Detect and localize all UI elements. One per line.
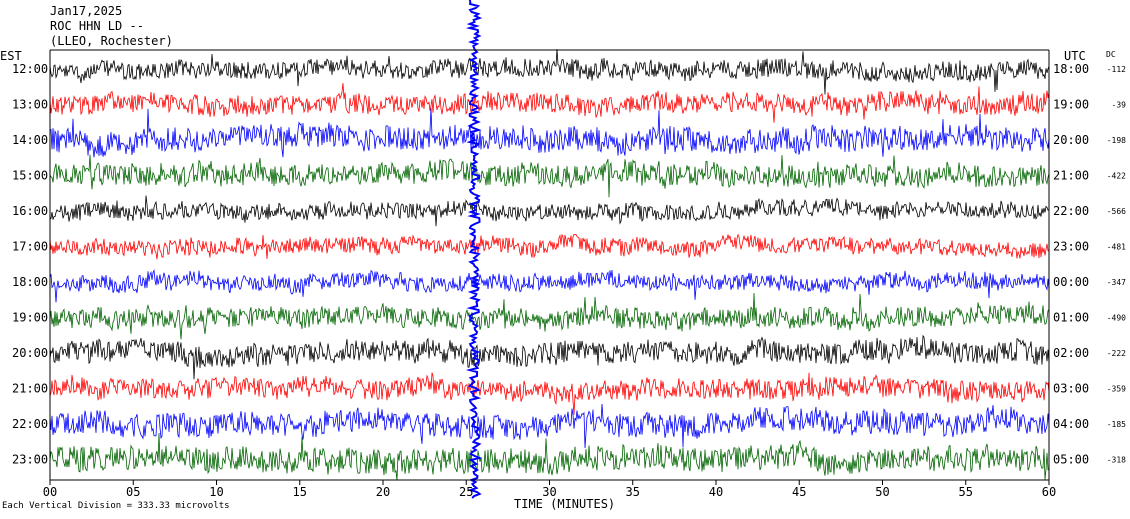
x-tick-label: 25: [459, 485, 473, 499]
dc-value: -318: [1107, 456, 1126, 465]
trace-row-10: [49, 372, 1050, 415]
x-tick-label: 15: [293, 485, 307, 499]
x-tick-label: 30: [542, 485, 556, 499]
trace-row-2: [49, 83, 1050, 123]
dc-value: -185: [1107, 420, 1126, 429]
utc-label: 02:00: [1053, 346, 1089, 360]
utc-label: 19:00: [1053, 98, 1089, 112]
est-label: 22:00: [12, 417, 48, 431]
est-label: 21:00: [12, 382, 48, 396]
est-label: 16:00: [12, 204, 48, 218]
est-label: 23:00: [12, 453, 48, 467]
est-label: 17:00: [12, 240, 48, 254]
trace-row-11: [49, 403, 1050, 449]
est-time-labels: 12:00 13:00 14:00 15:00 16:00 17:00 18:00 19:00…: [12, 62, 48, 467]
trace-row-9: [49, 334, 1050, 380]
dc-value: -422: [1107, 172, 1126, 181]
est-label: 12:00: [12, 62, 48, 76]
event-burst-trace: [465, 0, 483, 499]
x-axis-title: TIME (MINUTES): [514, 497, 615, 511]
est-axis-label: EST: [0, 49, 22, 63]
x-tick-label: 45: [792, 485, 806, 499]
trace-row-12: [49, 432, 1050, 481]
x-tick-label: 35: [626, 485, 640, 499]
trace-row-5: [49, 195, 1050, 227]
est-label: 20:00: [12, 346, 48, 360]
utc-label: 22:00: [1053, 204, 1089, 218]
vertical-division-note: Each Vertical Division = 333.33 microvol…: [2, 501, 230, 511]
utc-label: 00:00: [1053, 275, 1089, 289]
x-tick-label: 00: [43, 485, 57, 499]
dc-value: -198: [1107, 136, 1126, 145]
dc-value: -112: [1107, 65, 1126, 74]
utc-time-labels: 18:00 19:00 20:00 21:00 22:00 23:00 00:00 01:00…: [1053, 62, 1089, 467]
dc-value: -481: [1107, 243, 1126, 252]
utc-label: 18:00: [1053, 62, 1089, 76]
trace-row-3: [50, 108, 1050, 158]
utc-axis-label: UTC: [1064, 49, 1086, 63]
dc-header-label: DC: [1106, 50, 1116, 59]
est-label: 14:00: [12, 133, 48, 147]
utc-label: 01:00: [1053, 311, 1089, 325]
utc-label: 05:00: [1053, 453, 1089, 467]
header-station: ROC HHN LD --: [50, 19, 144, 33]
plot-frame: [49, 49, 1050, 481]
utc-label: 03:00: [1053, 382, 1089, 396]
dc-value: -222: [1107, 349, 1126, 358]
x-tick-label: 60: [1042, 485, 1056, 499]
trace-row-1: [49, 49, 1050, 95]
dc-value: -359: [1107, 385, 1126, 394]
trace-row-8: [49, 292, 1050, 340]
dc-offset-labels: -112 -39 -198 -422 -566 -481 -347 -490 -222 -359 -…: [1107, 65, 1126, 465]
x-tick-label: 55: [959, 485, 973, 499]
dc-value: -490: [1107, 314, 1126, 323]
est-label: 18:00: [12, 275, 48, 289]
est-label: 15:00: [12, 169, 48, 183]
x-tick-label: 40: [709, 485, 723, 499]
dc-value: -39: [1112, 101, 1127, 110]
dc-value: -347: [1107, 278, 1126, 287]
trace-row-6: [49, 233, 1050, 260]
x-tick-label: 20: [376, 485, 390, 499]
header-location: (LLEO, Rochester): [50, 34, 173, 48]
est-label: 13:00: [12, 98, 48, 112]
trace-row-7: [49, 268, 1050, 303]
x-tick-label: 05: [126, 485, 140, 499]
header-date: Jan17,2025: [50, 4, 123, 18]
x-axis-ticks: 00 05 10 15 20 25 30 35 40 45 50 55 60: [43, 480, 1056, 499]
x-tick-label: 10: [209, 485, 223, 499]
utc-label: 20:00: [1053, 133, 1089, 147]
trace-row-4: [49, 154, 1050, 198]
dc-value: -566: [1107, 207, 1126, 216]
utc-label: 04:00: [1053, 417, 1089, 431]
utc-label: 23:00: [1053, 240, 1089, 254]
est-label: 19:00: [12, 311, 48, 325]
utc-label: 21:00: [1053, 169, 1089, 183]
seismic-traces: [49, 0, 1050, 499]
x-tick-label: 50: [875, 485, 889, 499]
